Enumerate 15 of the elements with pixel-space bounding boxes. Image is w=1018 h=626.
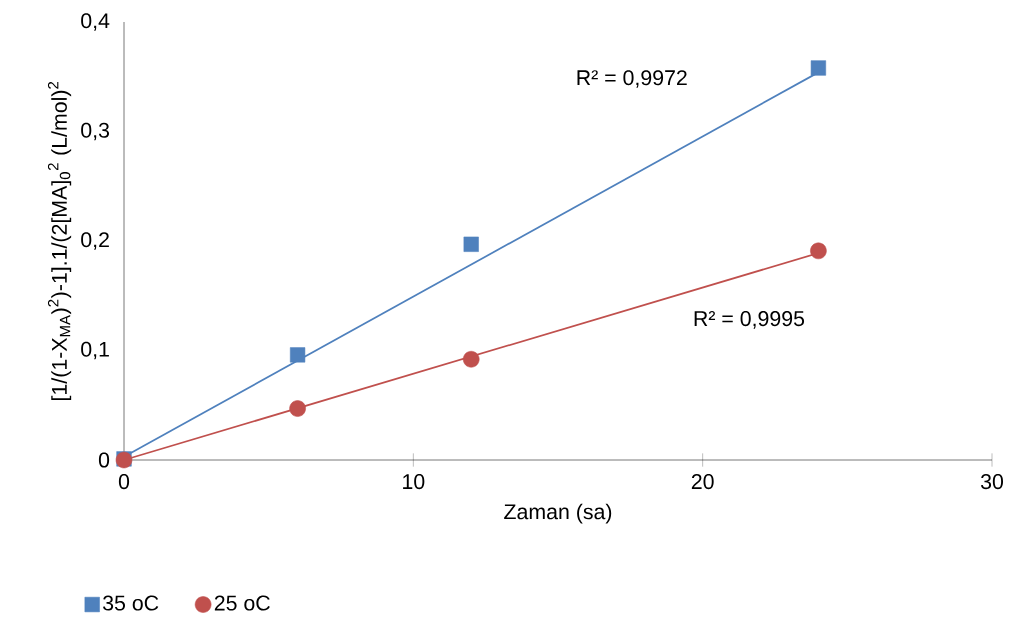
x-tick-label: 20 (691, 474, 714, 490)
annotation: R² = 0,9972 (577, 70, 687, 88)
annotation: R² = 0,9995 (694, 311, 805, 329)
text: [1/(1-X$_{MA}$)$^{2}$)-1].1/(2[MA]$_{0}$$^{2}$ (L/mol)$^{2}$ (47, 81, 72, 400)
y-tick-label: 0,4 (81, 13, 110, 31)
y-tick-label: 0 (98, 452, 110, 468)
x-axis-title: Zaman (sa) (504, 503, 612, 524)
legend-label: 35 oC (103, 595, 159, 611)
y-tick-label: 0,2 (81, 232, 109, 250)
x-tick-label: 0 (118, 474, 130, 490)
legend-label: 25 oC (214, 595, 270, 611)
y-tick-label: 0,1 (81, 341, 109, 360)
x-tick-label: 30 (980, 474, 1004, 490)
y-tick-label: 0,3 (81, 122, 110, 141)
x-tick-label: 10 (403, 474, 425, 490)
